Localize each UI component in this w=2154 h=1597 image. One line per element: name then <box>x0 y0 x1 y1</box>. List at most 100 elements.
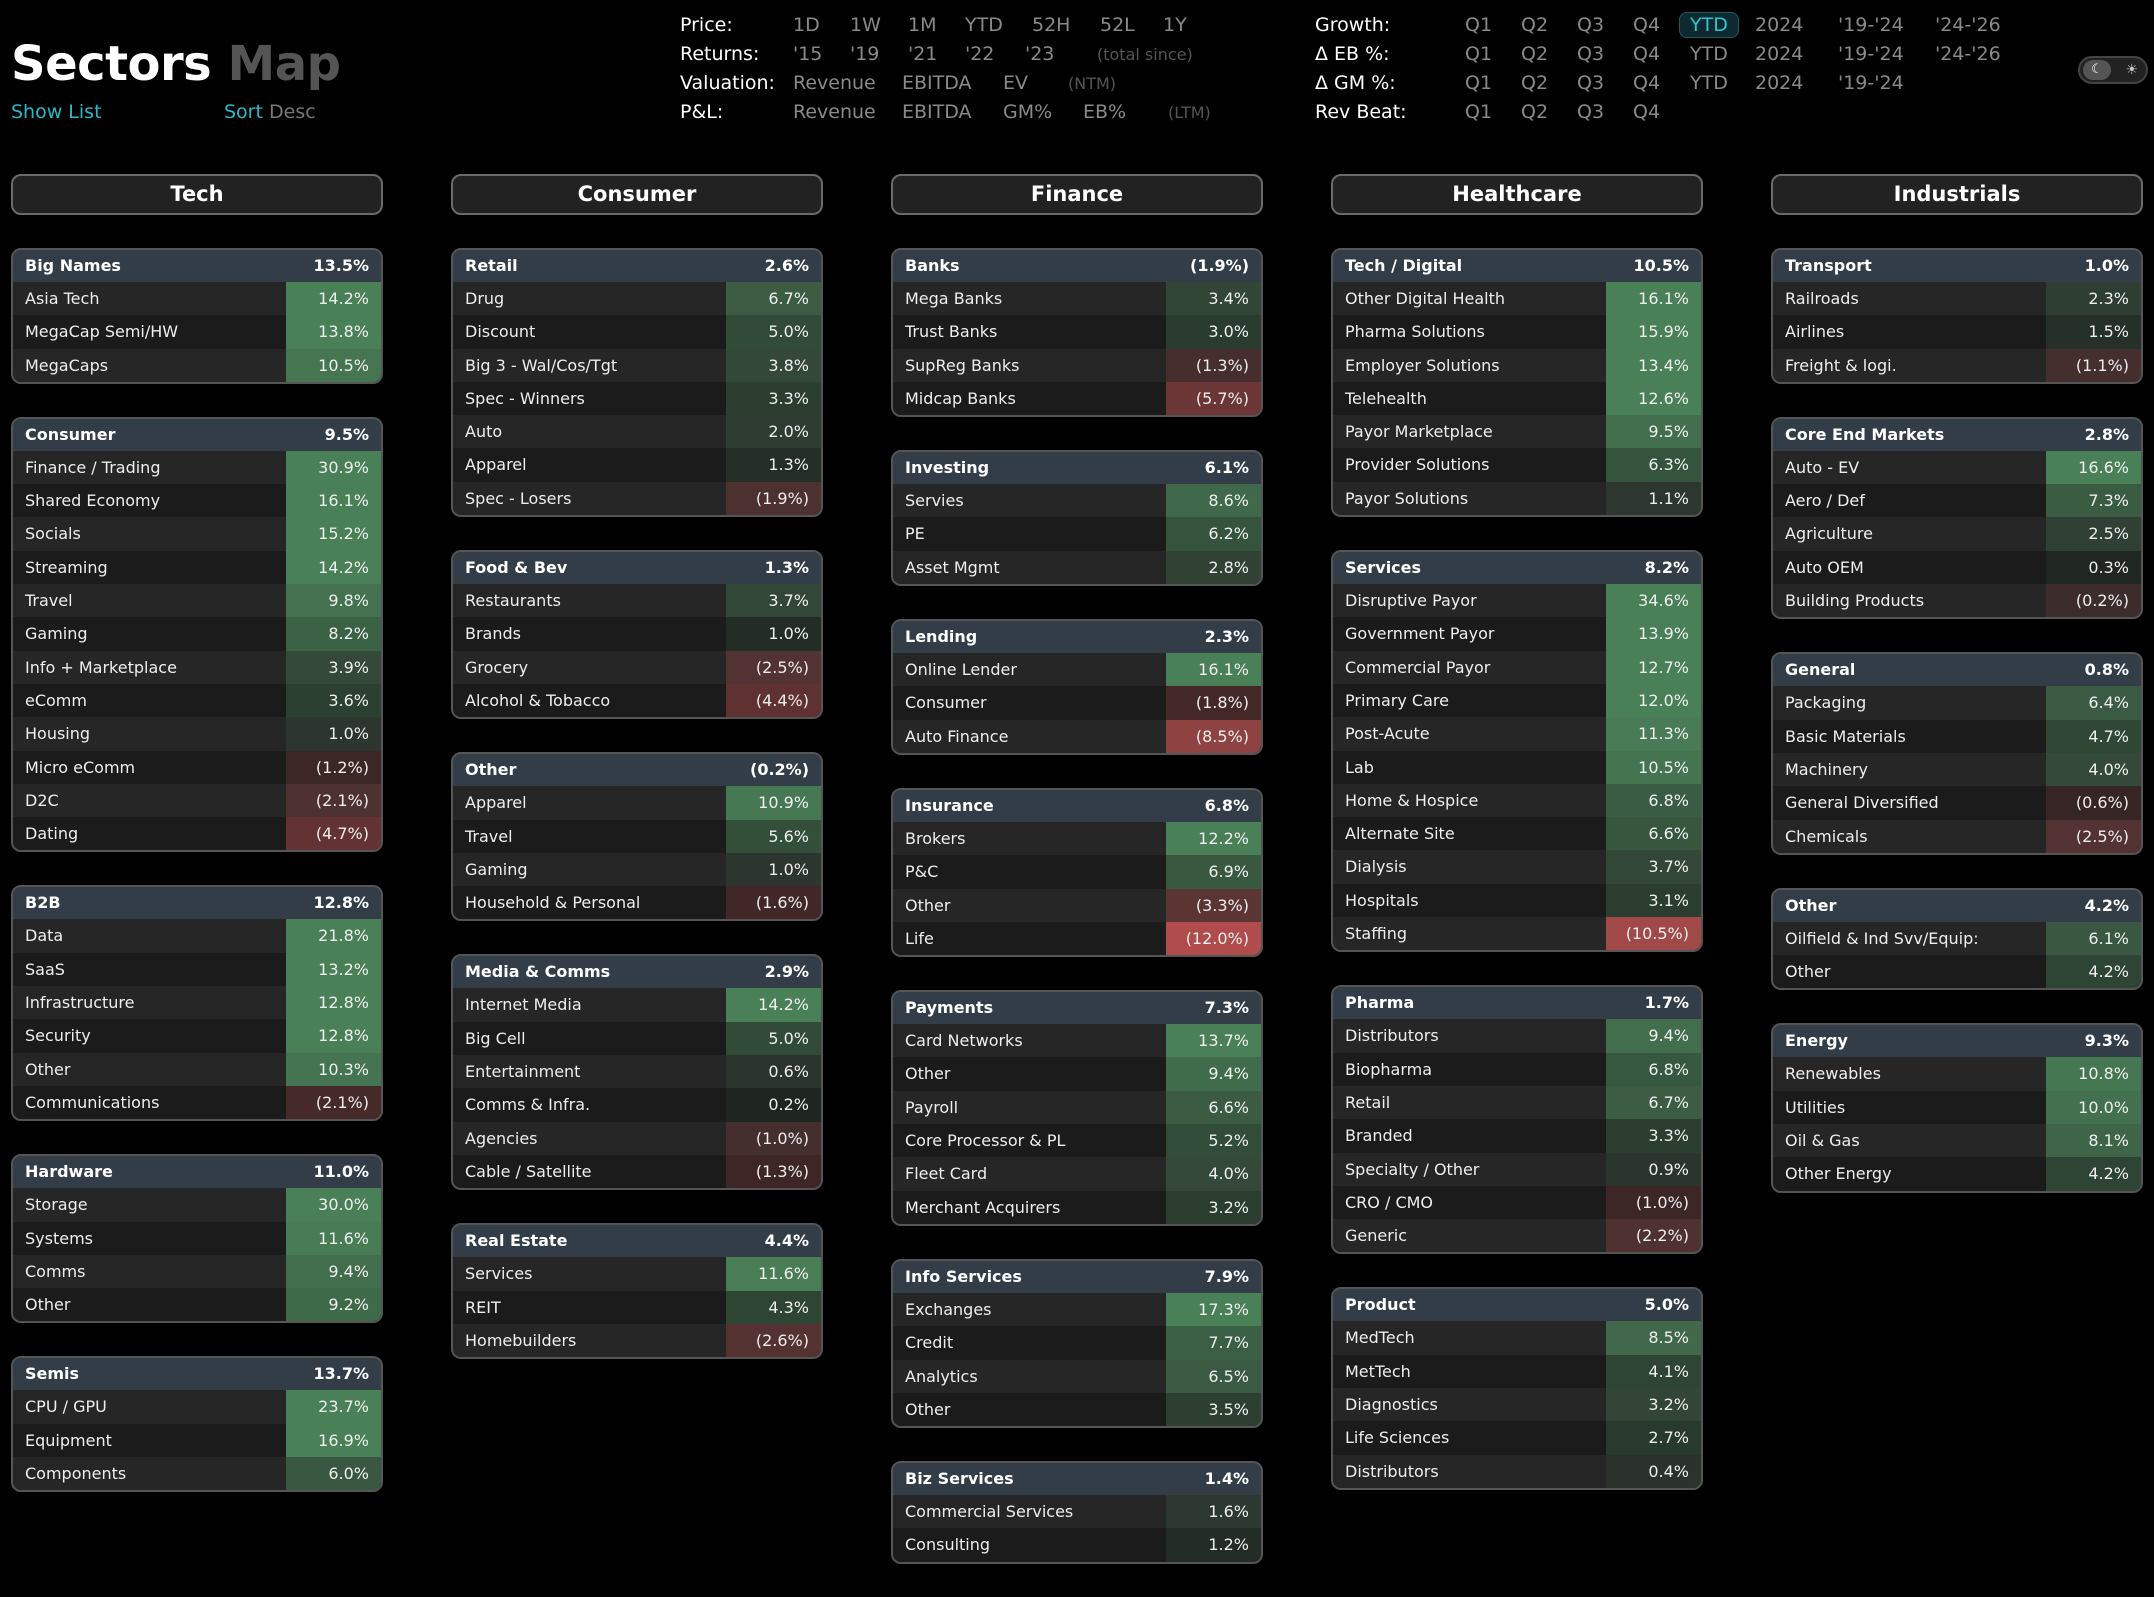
list-item[interactable]: Spec - Winners 3.3% <box>453 381 821 416</box>
list-item[interactable]: Apparel 10.9% <box>453 786 821 820</box>
list-item[interactable]: Housing 1.0% <box>13 717 381 751</box>
list-item[interactable]: Primary Care 12.0% <box>1333 683 1701 718</box>
list-item[interactable]: Exchanges 17.3% <box>893 1292 1261 1327</box>
sector-header[interactable]: Healthcare <box>1331 174 1703 215</box>
list-item[interactable]: Online Lender 16.1% <box>893 653 1261 687</box>
list-item[interactable]: Micro eComm (1.2%) <box>13 750 381 784</box>
group-header[interactable]: Info Services 7.9% <box>893 1260 1261 1293</box>
option-price-0[interactable]: 1D <box>793 14 820 36</box>
option-returns-0[interactable]: '15 <box>793 43 823 65</box>
list-item[interactable]: Components 6.0% <box>13 1457 381 1491</box>
list-item[interactable]: Apparel 1.3% <box>453 448 821 482</box>
list-item[interactable]: Homebuilders (2.6%) <box>453 1323 821 1358</box>
list-item[interactable]: Fleet Card 4.0% <box>893 1157 1261 1191</box>
group-header[interactable]: Payments 7.3% <box>893 992 1261 1025</box>
list-item[interactable]: MegaCaps 10.5% <box>13 348 381 382</box>
list-item[interactable]: Employer Solutions 13.4% <box>1333 348 1701 382</box>
list-item[interactable]: Card Networks 13.7% <box>893 1024 1261 1058</box>
list-item[interactable]: Restaurants 3.7% <box>453 584 821 618</box>
list-item[interactable]: Entertainment 0.6% <box>453 1055 821 1089</box>
group-header[interactable]: Retail 2.6% <box>453 250 821 282</box>
group-header[interactable]: Consumer 9.5% <box>13 418 381 451</box>
list-item[interactable]: Big 3 - Wal/Cos/Tgt 3.8% <box>453 348 821 382</box>
option-returns-2[interactable]: '21 <box>908 43 938 65</box>
list-item[interactable]: Asset Mgmt 2.8% <box>893 550 1261 585</box>
option-beat-3[interactable]: Q4 <box>1633 101 1661 123</box>
list-item[interactable]: Other (3.3%) <box>893 888 1261 922</box>
option-pl-0[interactable]: Revenue <box>793 101 876 123</box>
list-item[interactable]: Other 3.5% <box>893 1392 1261 1427</box>
option-beat-1[interactable]: Q2 <box>1521 101 1549 123</box>
option-gm-4[interactable]: YTD <box>1690 72 1728 94</box>
sector-header[interactable]: Consumer <box>451 174 823 215</box>
list-item[interactable]: Grocery (2.5%) <box>453 650 821 684</box>
list-item[interactable]: Home & Hospice 6.8% <box>1333 783 1701 818</box>
list-item[interactable]: SupReg Banks (1.3%) <box>893 348 1261 382</box>
sector-header[interactable]: Tech <box>11 174 383 215</box>
option-pl-2[interactable]: GM% <box>1003 101 1053 123</box>
option-returns-4[interactable]: '23 <box>1025 43 1055 65</box>
list-item[interactable]: CPU / GPU 23.7% <box>13 1390 381 1424</box>
list-item[interactable]: P&C 6.9% <box>893 855 1261 889</box>
list-item[interactable]: Other Digital Health 16.1% <box>1333 282 1701 316</box>
list-item[interactable]: Agencies (1.0%) <box>453 1121 821 1155</box>
list-item[interactable]: Alcohol & Tobacco (4.4%) <box>453 683 821 718</box>
option-returns-1[interactable]: '19 <box>850 43 880 65</box>
list-item[interactable]: Retail 6.7% <box>1333 1085 1701 1120</box>
group-header[interactable]: Banks (1.9%) <box>893 250 1261 282</box>
list-item[interactable]: Machinery 4.0% <box>1773 752 2141 787</box>
list-item[interactable]: Diagnostics 3.2% <box>1333 1388 1701 1422</box>
list-item[interactable]: Gaming 1.0% <box>453 852 821 887</box>
option-gm-1[interactable]: Q2 <box>1521 72 1549 94</box>
list-item[interactable]: Aero / Def 7.3% <box>1773 484 2141 518</box>
list-item[interactable]: SaaS 13.2% <box>13 952 381 987</box>
list-item[interactable]: Travel 5.6% <box>453 819 821 853</box>
option-growth-0[interactable]: Q1 <box>1465 14 1493 36</box>
list-item[interactable]: Security 12.8% <box>13 1019 381 1053</box>
group-header[interactable]: B2B 12.8% <box>13 887 381 920</box>
list-item[interactable]: Auto Finance (8.5%) <box>893 719 1261 753</box>
list-item[interactable]: Brands 1.0% <box>453 617 821 651</box>
list-item[interactable]: Socials 15.2% <box>13 517 381 551</box>
option-eb-6[interactable]: '19-'24 <box>1838 43 1904 65</box>
group-header[interactable]: Biz Services 1.4% <box>893 1463 1261 1496</box>
list-item[interactable]: eComm 3.6% <box>13 683 381 718</box>
list-item[interactable]: Other Energy 4.2% <box>1773 1157 2141 1191</box>
option-valuation-2[interactable]: EV <box>1003 72 1029 94</box>
list-item[interactable]: Mega Banks 3.4% <box>893 282 1261 316</box>
option-valuation-0[interactable]: Revenue <box>793 72 876 94</box>
list-item[interactable]: Other 9.2% <box>13 1288 381 1322</box>
list-item[interactable]: Analytics 6.5% <box>893 1359 1261 1393</box>
list-item[interactable]: Servies 8.6% <box>893 484 1261 518</box>
list-item[interactable]: Staffing (10.5%) <box>1333 917 1701 951</box>
option-eb-4[interactable]: YTD <box>1690 43 1728 65</box>
list-item[interactable]: Comms & Infra. 0.2% <box>453 1088 821 1122</box>
list-item[interactable]: Dialysis 3.7% <box>1333 850 1701 884</box>
list-item[interactable]: Building Products (0.2%) <box>1773 584 2141 618</box>
list-item[interactable]: Consumer (1.8%) <box>893 686 1261 720</box>
list-item[interactable]: Core Processor & PL 5.2% <box>893 1124 1261 1158</box>
list-item[interactable]: REIT 4.3% <box>453 1290 821 1324</box>
group-header[interactable]: Other 4.2% <box>1773 889 2141 922</box>
group-header[interactable]: Services 8.2% <box>1333 552 1701 585</box>
option-growth-7[interactable]: '24-'26 <box>1935 14 2001 36</box>
list-item[interactable]: Auto 2.0% <box>453 415 821 449</box>
list-item[interactable]: Distributors 9.4% <box>1333 1019 1701 1053</box>
list-item[interactable]: Pharma Solutions 15.9% <box>1333 315 1701 349</box>
group-header[interactable]: Core End Markets 2.8% <box>1773 418 2141 451</box>
group-header[interactable]: Tech / Digital 10.5% <box>1333 250 1701 282</box>
option-price-2[interactable]: 1M <box>908 14 937 36</box>
option-beat-0[interactable]: Q1 <box>1465 101 1493 123</box>
option-eb-3[interactable]: Q4 <box>1633 43 1661 65</box>
option-growth-5[interactable]: 2024 <box>1755 14 1804 36</box>
list-item[interactable]: Commercial Payor 12.7% <box>1333 650 1701 684</box>
option-eb-1[interactable]: Q2 <box>1521 43 1549 65</box>
list-item[interactable]: Other 10.3% <box>13 1052 381 1086</box>
group-header[interactable]: General 0.8% <box>1773 654 2141 687</box>
list-item[interactable]: Railroads 2.3% <box>1773 282 2141 316</box>
list-item[interactable]: Drug 6.7% <box>453 282 821 316</box>
list-item[interactable]: Shared Economy 16.1% <box>13 484 381 518</box>
list-item[interactable]: CRO / CMO (1.0%) <box>1333 1185 1701 1220</box>
list-item[interactable]: D2C (2.1%) <box>13 783 381 818</box>
option-price-4[interactable]: 52H <box>1032 14 1071 36</box>
